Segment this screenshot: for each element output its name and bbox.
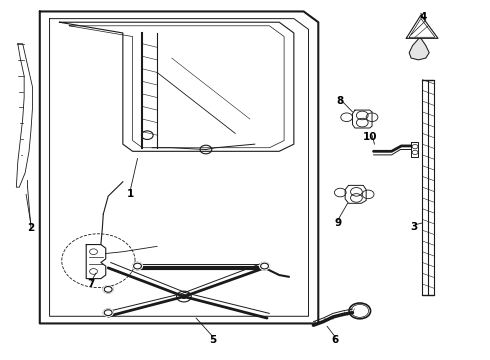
Text: 10: 10 <box>362 132 377 142</box>
Circle shape <box>103 286 113 293</box>
Circle shape <box>133 262 143 270</box>
Text: 2: 2 <box>27 224 35 233</box>
Circle shape <box>260 262 270 270</box>
Circle shape <box>103 309 113 316</box>
Text: 9: 9 <box>334 218 342 228</box>
Text: 5: 5 <box>210 334 217 345</box>
Text: 6: 6 <box>332 334 339 345</box>
Text: 7: 7 <box>87 279 95 289</box>
Text: 3: 3 <box>410 222 417 231</box>
Circle shape <box>181 295 186 298</box>
Text: 4: 4 <box>419 12 427 22</box>
Polygon shape <box>409 39 429 60</box>
Circle shape <box>103 286 113 293</box>
Circle shape <box>260 262 270 270</box>
Circle shape <box>133 262 143 270</box>
Circle shape <box>103 309 113 316</box>
Text: 1: 1 <box>126 189 134 199</box>
Text: 8: 8 <box>337 96 344 106</box>
